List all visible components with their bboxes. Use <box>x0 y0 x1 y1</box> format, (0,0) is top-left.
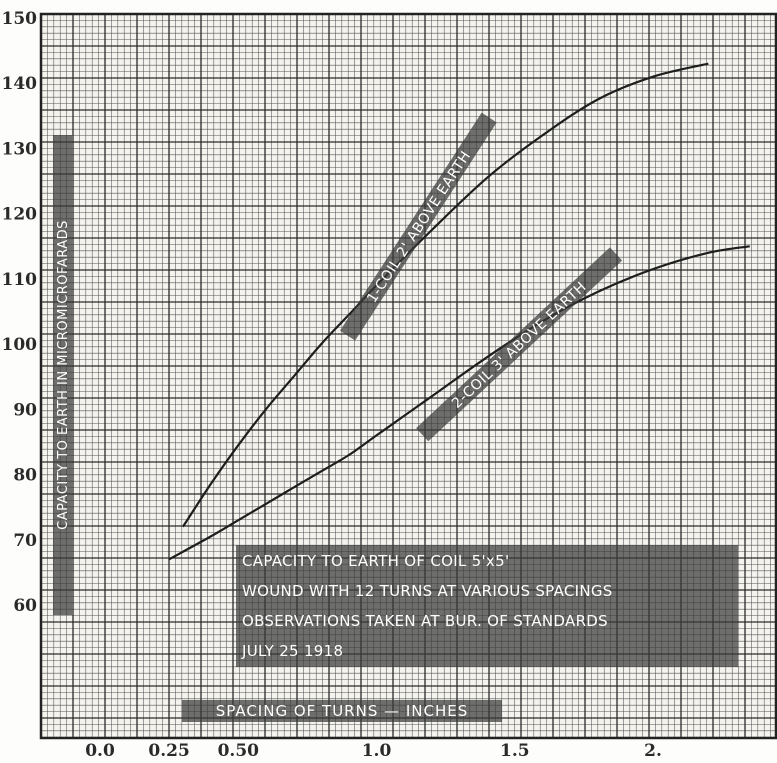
x-tick-label: 0.50 <box>218 741 260 761</box>
y-tick-label: 80 <box>13 466 37 486</box>
x-axis-label: SPACING OF TURNS — INCHES <box>216 702 469 720</box>
y-axis-label: CAPACITY TO EARTH IN MICROMICROFARADS <box>56 220 71 530</box>
y-tick-label: 150 <box>2 9 38 29</box>
x-tick-label: 2. <box>644 741 662 761</box>
annotation-line-3: OBSERVATIONS TAKEN AT BUR. OF STANDARDS <box>242 612 608 630</box>
x-axis-label-band <box>182 700 502 722</box>
annotation-band <box>236 545 738 667</box>
annotation-line-1: CAPACITY TO EARTH OF COIL 5'x5' <box>242 552 509 570</box>
series-line-2 <box>168 245 750 561</box>
plot-border <box>39 12 777 740</box>
grid-fine <box>41 14 776 738</box>
x-tick-label: 0.0 <box>85 741 115 761</box>
series-1-label-band <box>340 112 497 341</box>
annotation-line-4: JULY 25 1918 <box>241 642 343 660</box>
y-tick-label: 70 <box>13 531 37 551</box>
series-2-label-band <box>416 247 623 442</box>
x-tick-label: 1.0 <box>362 741 392 761</box>
y-tick-label: 110 <box>2 270 38 290</box>
y-tick-label: 90 <box>13 400 37 420</box>
y-tick-label: 120 <box>2 205 38 225</box>
x-tick-labels: 0.0 0.25 0.50 1.0 1.5 2. <box>85 741 662 761</box>
y-tick-label: 140 <box>2 74 38 94</box>
y-tick-label: 130 <box>2 139 38 159</box>
y-tick-labels: 60 70 80 90 100 110 120 130 140 150 <box>2 9 38 616</box>
x-tick-label: 1.5 <box>500 741 530 761</box>
x-tick-label: 0.25 <box>148 741 189 761</box>
y-tick-label: 60 <box>13 596 37 616</box>
annotation-line-2: WOUND WITH 12 TURNS AT VARIOUS SPACINGS <box>242 582 613 600</box>
y-tick-label: 100 <box>2 335 38 355</box>
y-axis-label-band <box>53 135 72 615</box>
